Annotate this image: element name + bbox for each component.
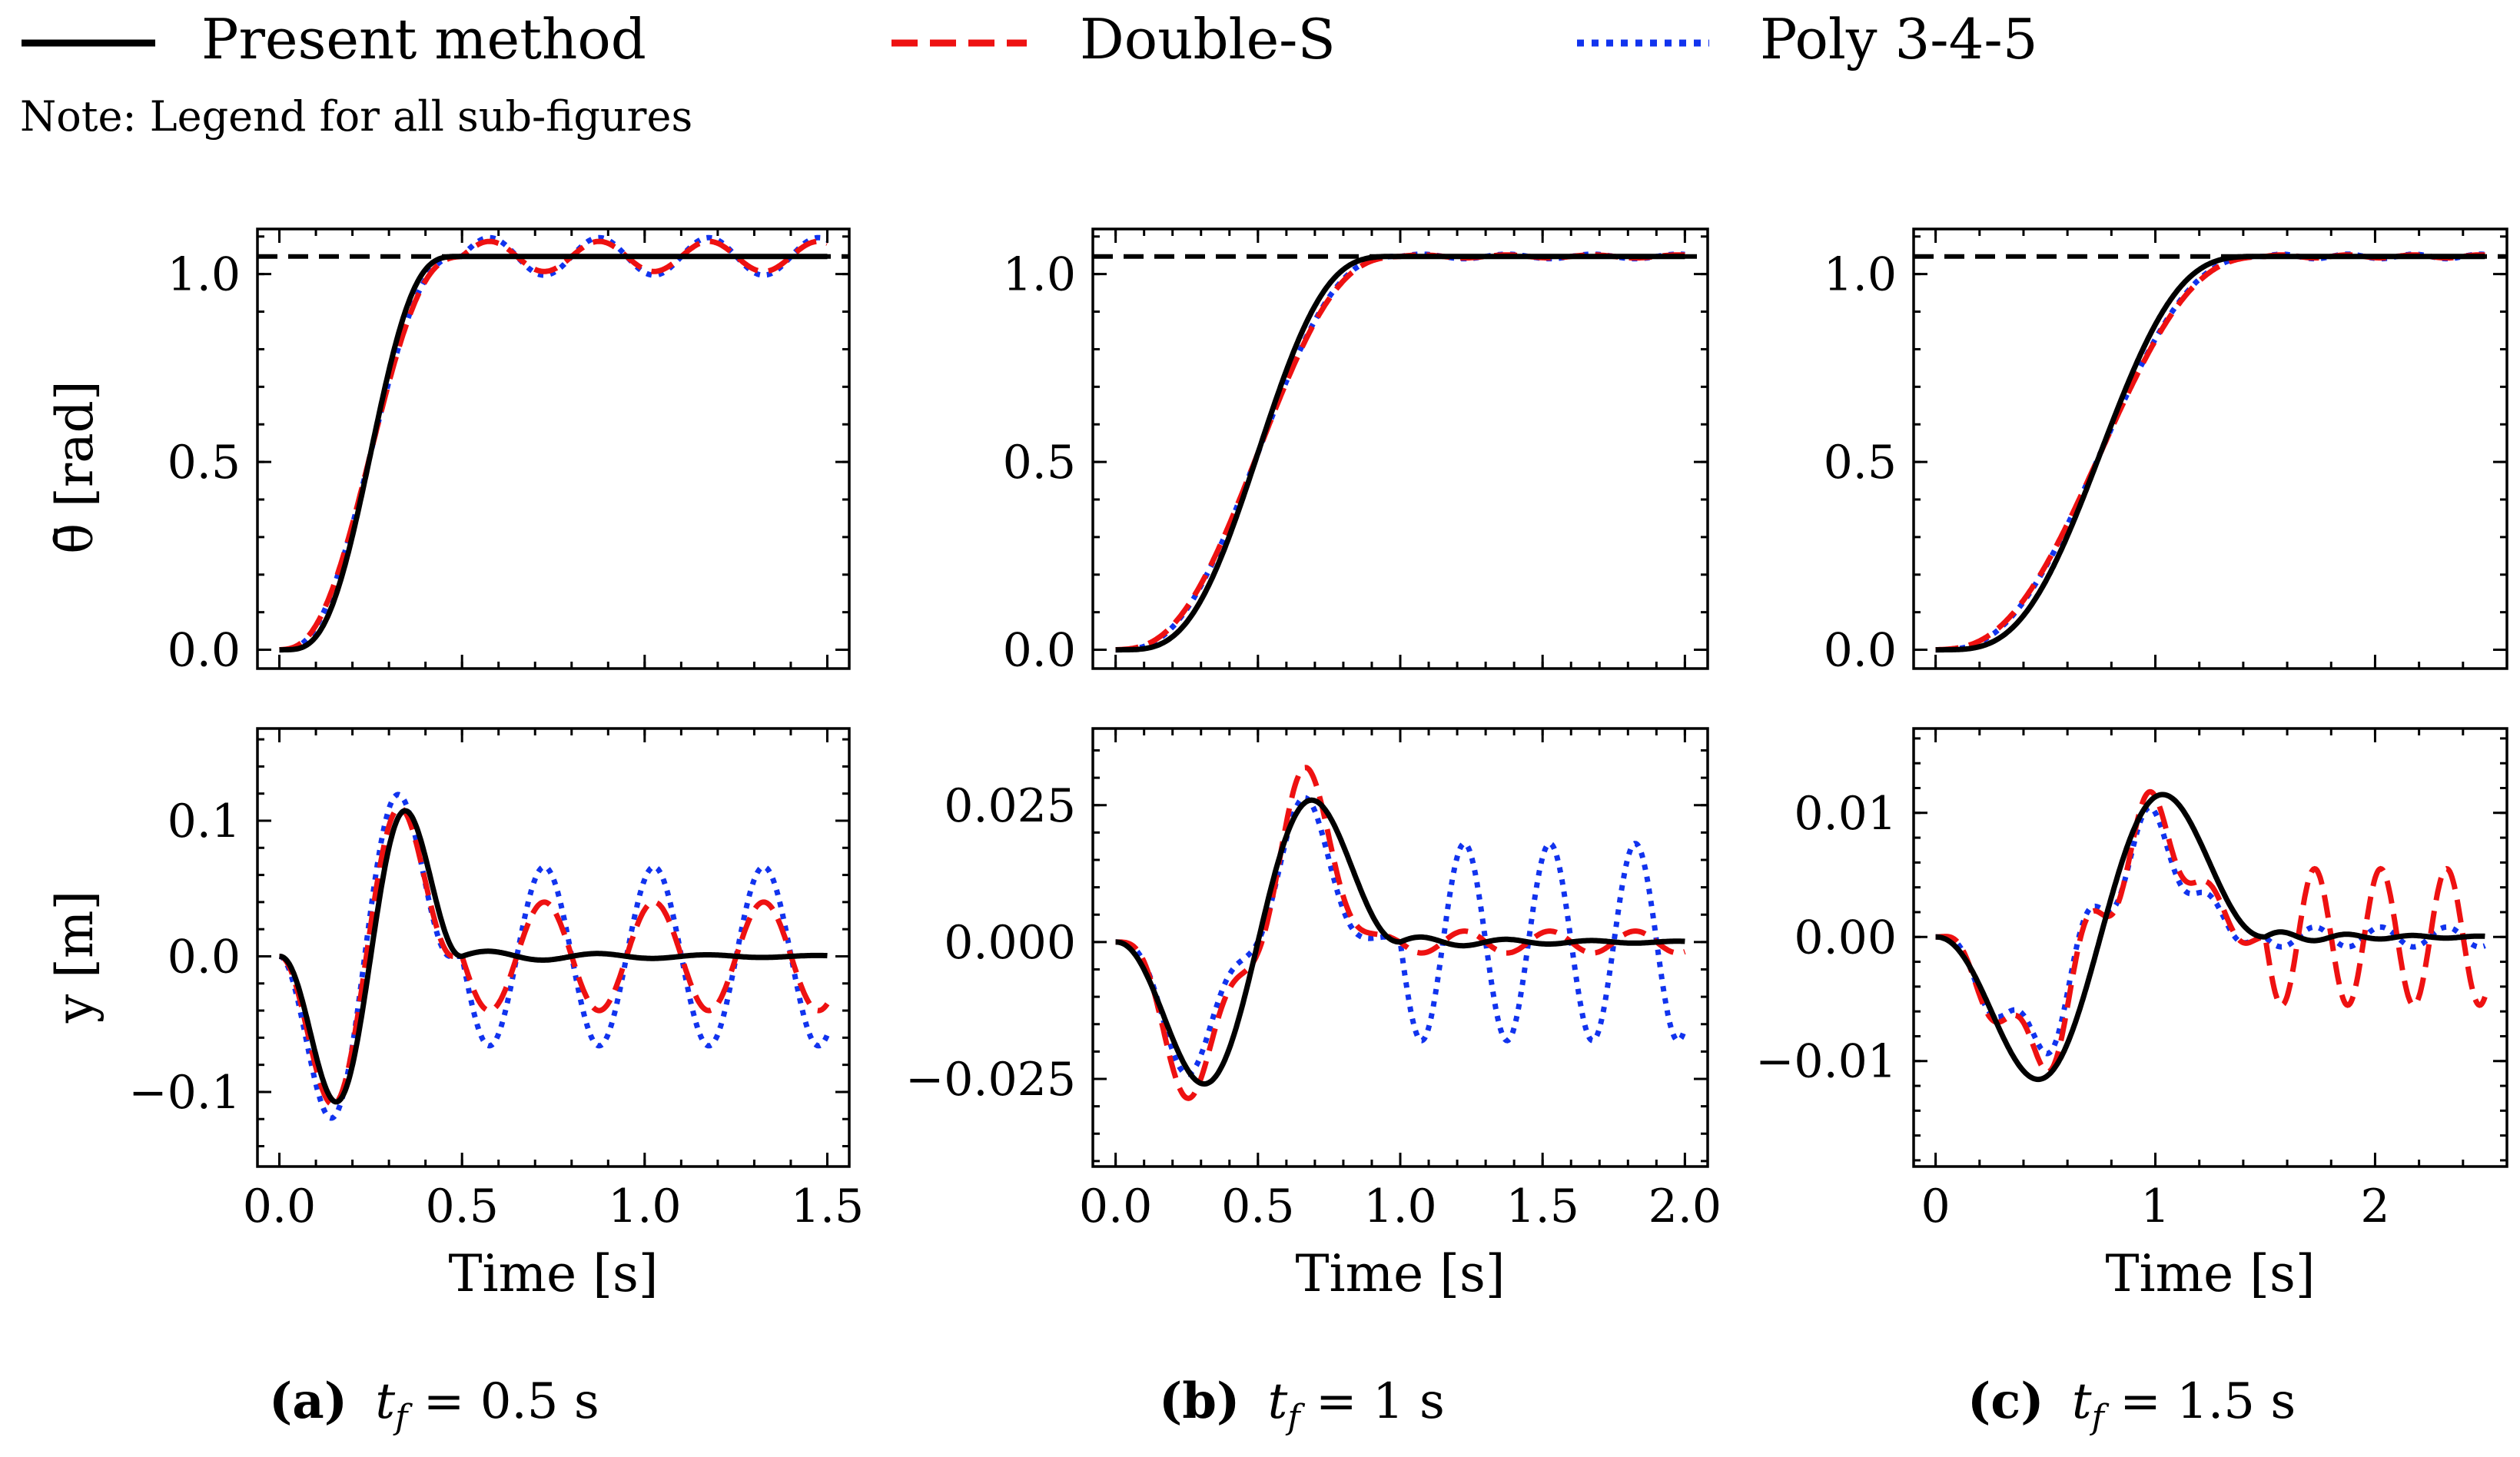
svg-text:(a) tf = 0.5 s: (a) tf = 0.5 s [269, 1372, 599, 1437]
caption-b-rest: = 1 s [1300, 1373, 1445, 1430]
y-tick-label: −0.1 [128, 1066, 241, 1120]
x-tick-label: 0.0 [243, 1180, 316, 1233]
series-present [1115, 797, 1685, 1087]
caption-c-rest: = 1.5 s [2104, 1373, 2296, 1430]
y-tick-label: 0.0 [1824, 624, 1897, 678]
axes-b-theta: 0.0 0.5 1.0 [1003, 227, 1709, 678]
axes-c-y: 0 1 2 −0.01 0.00 0.01 Time [s] [1755, 727, 2508, 1303]
series-present [1935, 254, 2485, 653]
x-tick-label: 2 [2360, 1180, 2389, 1233]
y-tick-label: 0.0 [168, 930, 241, 984]
svg-text:(b) tf = 1 s: (b) tf = 1 s [1159, 1372, 1445, 1437]
y-tick-label: 1.0 [1003, 248, 1076, 302]
axes-frame [1091, 227, 1709, 670]
ylabel-y: y [m] [45, 891, 105, 1024]
y-tick-label: 1.0 [168, 248, 241, 302]
series-poly [1115, 795, 1688, 1077]
axes-a-y: 0.0 0.5 1.0 1.5 −0.1 0.0 0.1 Time [s] [128, 727, 864, 1303]
y-tick-label: −0.025 [905, 1053, 1076, 1107]
y-tick-label: 0.5 [1824, 436, 1897, 490]
y-tick-label: 1.0 [1824, 248, 1897, 302]
legend-label-poly: Poly 3-4-5 [1760, 7, 2038, 71]
series-poly [1115, 251, 1685, 653]
caption-a-tag: (a) [269, 1372, 347, 1430]
caption-b: (b) tf = 1 s [1159, 1372, 1445, 1437]
series-poly [1935, 251, 2485, 653]
series-present [279, 808, 828, 1105]
axes-frame [256, 727, 851, 1168]
axes-frame [1912, 727, 2508, 1168]
series-poly [279, 234, 829, 653]
axes-c-theta: 0.0 0.5 1.0 [1824, 227, 2508, 678]
axes-frame [1912, 227, 2508, 670]
series-present [1935, 792, 2485, 1083]
caption-c: (c) tf = 1.5 s [1967, 1372, 2296, 1437]
legend: Present method Double-S Poly 3-4-5 Note:… [20, 7, 2038, 141]
axes-a-theta: 0.0 0.5 1.0 [168, 227, 851, 678]
x-axis-label: Time [s] [2105, 1244, 2315, 1303]
y-tick-label: 0.0 [168, 624, 241, 678]
series-doubleS [279, 238, 828, 653]
caption-a: (a) tf = 0.5 s [269, 1372, 599, 1437]
series-doubleS [1115, 252, 1685, 653]
x-tick-label: 2.0 [1648, 1180, 1722, 1233]
y-tick-label: 0.5 [168, 436, 241, 490]
y-tick-label: 0.5 [1003, 436, 1076, 490]
x-tick-label: 0 [1921, 1180, 1950, 1233]
series-present [1115, 254, 1685, 653]
legend-label-doubles: Double-S [1080, 7, 1336, 71]
y-tick-label: 0.025 [944, 779, 1076, 833]
series-present [279, 254, 828, 653]
x-tick-label: 1.0 [608, 1180, 681, 1233]
x-tick-label: 0.5 [1221, 1180, 1294, 1233]
x-tick-label: 0.0 [1079, 1180, 1152, 1233]
x-tick-label: 0.5 [425, 1180, 498, 1233]
caption-a-t: t [375, 1373, 395, 1430]
x-axis-label: Time [s] [1295, 1244, 1505, 1303]
axes-b-y: 0.0 0.5 1.0 1.5 2.0 −0.025 0.000 0.025 Time [s] [905, 727, 1722, 1303]
caption-b-tag: (b) [1159, 1372, 1240, 1430]
y-tick-label: 0.00 [1794, 911, 1897, 964]
y-tick-label: 0.000 [944, 916, 1076, 970]
y-tick-label: 0.01 [1794, 787, 1897, 841]
legend-note: Note: Legend for all sub-figures [20, 92, 692, 141]
axes-frame [256, 227, 851, 670]
caption-c-t: t [2072, 1373, 2092, 1430]
ylabel-theta: θ̄ [rad] [45, 380, 105, 553]
legend-label-present: Present method [201, 7, 646, 71]
x-tick-label: 1.5 [791, 1180, 864, 1233]
caption-c-tag: (c) [1967, 1372, 2044, 1430]
caption-b-t: t [1268, 1373, 1288, 1430]
caption-a-rest: = 0.5 s [407, 1373, 599, 1430]
x-tick-label: 1 [2140, 1180, 2170, 1233]
x-tick-label: 1.5 [1506, 1180, 1579, 1233]
series-doubleS [1935, 252, 2485, 653]
series-doubleS [1935, 788, 2488, 1075]
y-tick-label: −0.01 [1755, 1035, 1897, 1089]
x-axis-label: Time [s] [448, 1244, 658, 1303]
series-poly [1935, 805, 2486, 1057]
y-tick-label: 0.0 [1003, 624, 1076, 678]
svg-text:(c) tf = 1.5 s: (c) tf = 1.5 s [1967, 1372, 2296, 1437]
y-tick-label: 0.1 [168, 795, 241, 848]
x-tick-label: 1.0 [1363, 1180, 1436, 1233]
